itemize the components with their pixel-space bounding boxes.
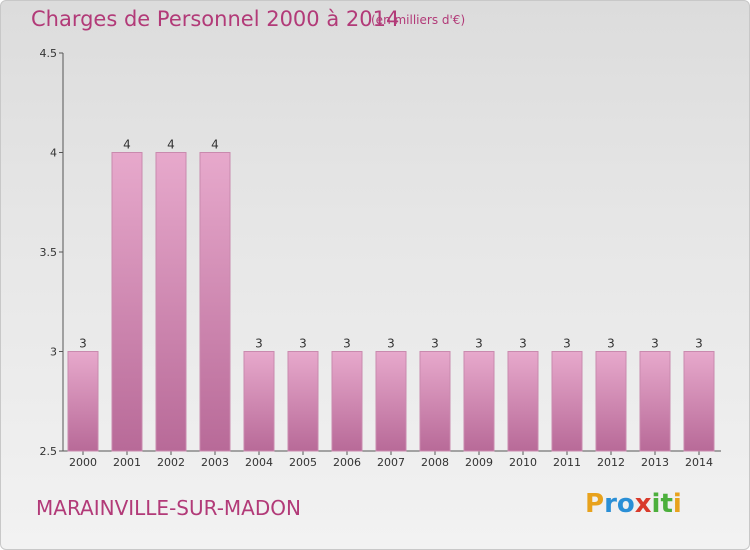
bar-value-label: 3 bbox=[607, 337, 615, 351]
x-tick-label: 2006 bbox=[333, 456, 361, 469]
bar-value-label: 3 bbox=[695, 337, 703, 351]
y-tick-label: 2.5 bbox=[40, 445, 58, 458]
commune-name: MARAINVILLE-SUR-MADON bbox=[36, 496, 301, 520]
bar bbox=[639, 351, 671, 452]
x-tick-label: 2004 bbox=[245, 456, 273, 469]
bar bbox=[155, 152, 187, 452]
logo-letter: i bbox=[672, 489, 682, 519]
bar-value-label: 3 bbox=[563, 337, 571, 351]
bar-value-label: 3 bbox=[651, 337, 659, 351]
x-tick-label: 2007 bbox=[377, 456, 405, 469]
x-tick-label: 2000 bbox=[69, 456, 97, 469]
x-tick-label: 2014 bbox=[685, 456, 713, 469]
x-tick-label: 2012 bbox=[597, 456, 625, 469]
bar bbox=[595, 351, 627, 452]
logo-letter: r bbox=[604, 489, 617, 519]
bar bbox=[287, 351, 319, 452]
bar bbox=[199, 152, 231, 452]
bar bbox=[419, 351, 451, 452]
y-tick-label: 4 bbox=[50, 147, 57, 160]
bar-value-label: 3 bbox=[431, 337, 439, 351]
bar-value-label: 3 bbox=[519, 337, 527, 351]
bar bbox=[67, 351, 99, 452]
bar-value-label: 3 bbox=[343, 337, 351, 351]
bar-value-label: 4 bbox=[123, 138, 131, 152]
bar bbox=[375, 351, 407, 452]
chart-title: Charges de Personnel 2000 à 2014 bbox=[31, 7, 400, 31]
bar bbox=[683, 351, 715, 452]
logo-letter: i bbox=[651, 489, 661, 519]
bar bbox=[331, 351, 363, 452]
x-tick-label: 2011 bbox=[553, 456, 581, 469]
bar bbox=[463, 351, 495, 452]
x-tick-label: 2008 bbox=[421, 456, 449, 469]
bar bbox=[243, 351, 275, 452]
x-tick-label: 2003 bbox=[201, 456, 229, 469]
bar-value-label: 3 bbox=[255, 337, 263, 351]
x-tick-label: 2005 bbox=[289, 456, 317, 469]
y-tick-label: 4.5 bbox=[40, 47, 58, 60]
x-tick-label: 2009 bbox=[465, 456, 493, 469]
x-tick-label: 2010 bbox=[509, 456, 537, 469]
bar-value-label: 4 bbox=[167, 138, 175, 152]
bar bbox=[507, 351, 539, 452]
bar-value-label: 3 bbox=[299, 337, 307, 351]
logo-letter: P bbox=[585, 489, 605, 519]
bar-value-label: 4 bbox=[211, 138, 219, 152]
bar-value-label: 3 bbox=[387, 337, 395, 351]
proxiti-logo[interactable]: Proxiti bbox=[585, 489, 682, 519]
chart-subtitle: (en milliers d'€) bbox=[371, 13, 466, 27]
x-tick-label: 2013 bbox=[641, 456, 669, 469]
bar bbox=[551, 351, 583, 452]
x-tick-label: 2002 bbox=[157, 456, 185, 469]
bar bbox=[111, 152, 143, 452]
logo-letter: o bbox=[616, 489, 635, 519]
bar-value-label: 3 bbox=[475, 337, 483, 351]
bar-value-label: 3 bbox=[79, 337, 87, 351]
y-tick-label: 3 bbox=[50, 346, 57, 359]
logo-letter: t bbox=[660, 489, 673, 519]
x-tick-label: 2001 bbox=[113, 456, 141, 469]
logo-letter: x bbox=[634, 489, 652, 519]
y-tick-label: 3.5 bbox=[40, 246, 58, 259]
